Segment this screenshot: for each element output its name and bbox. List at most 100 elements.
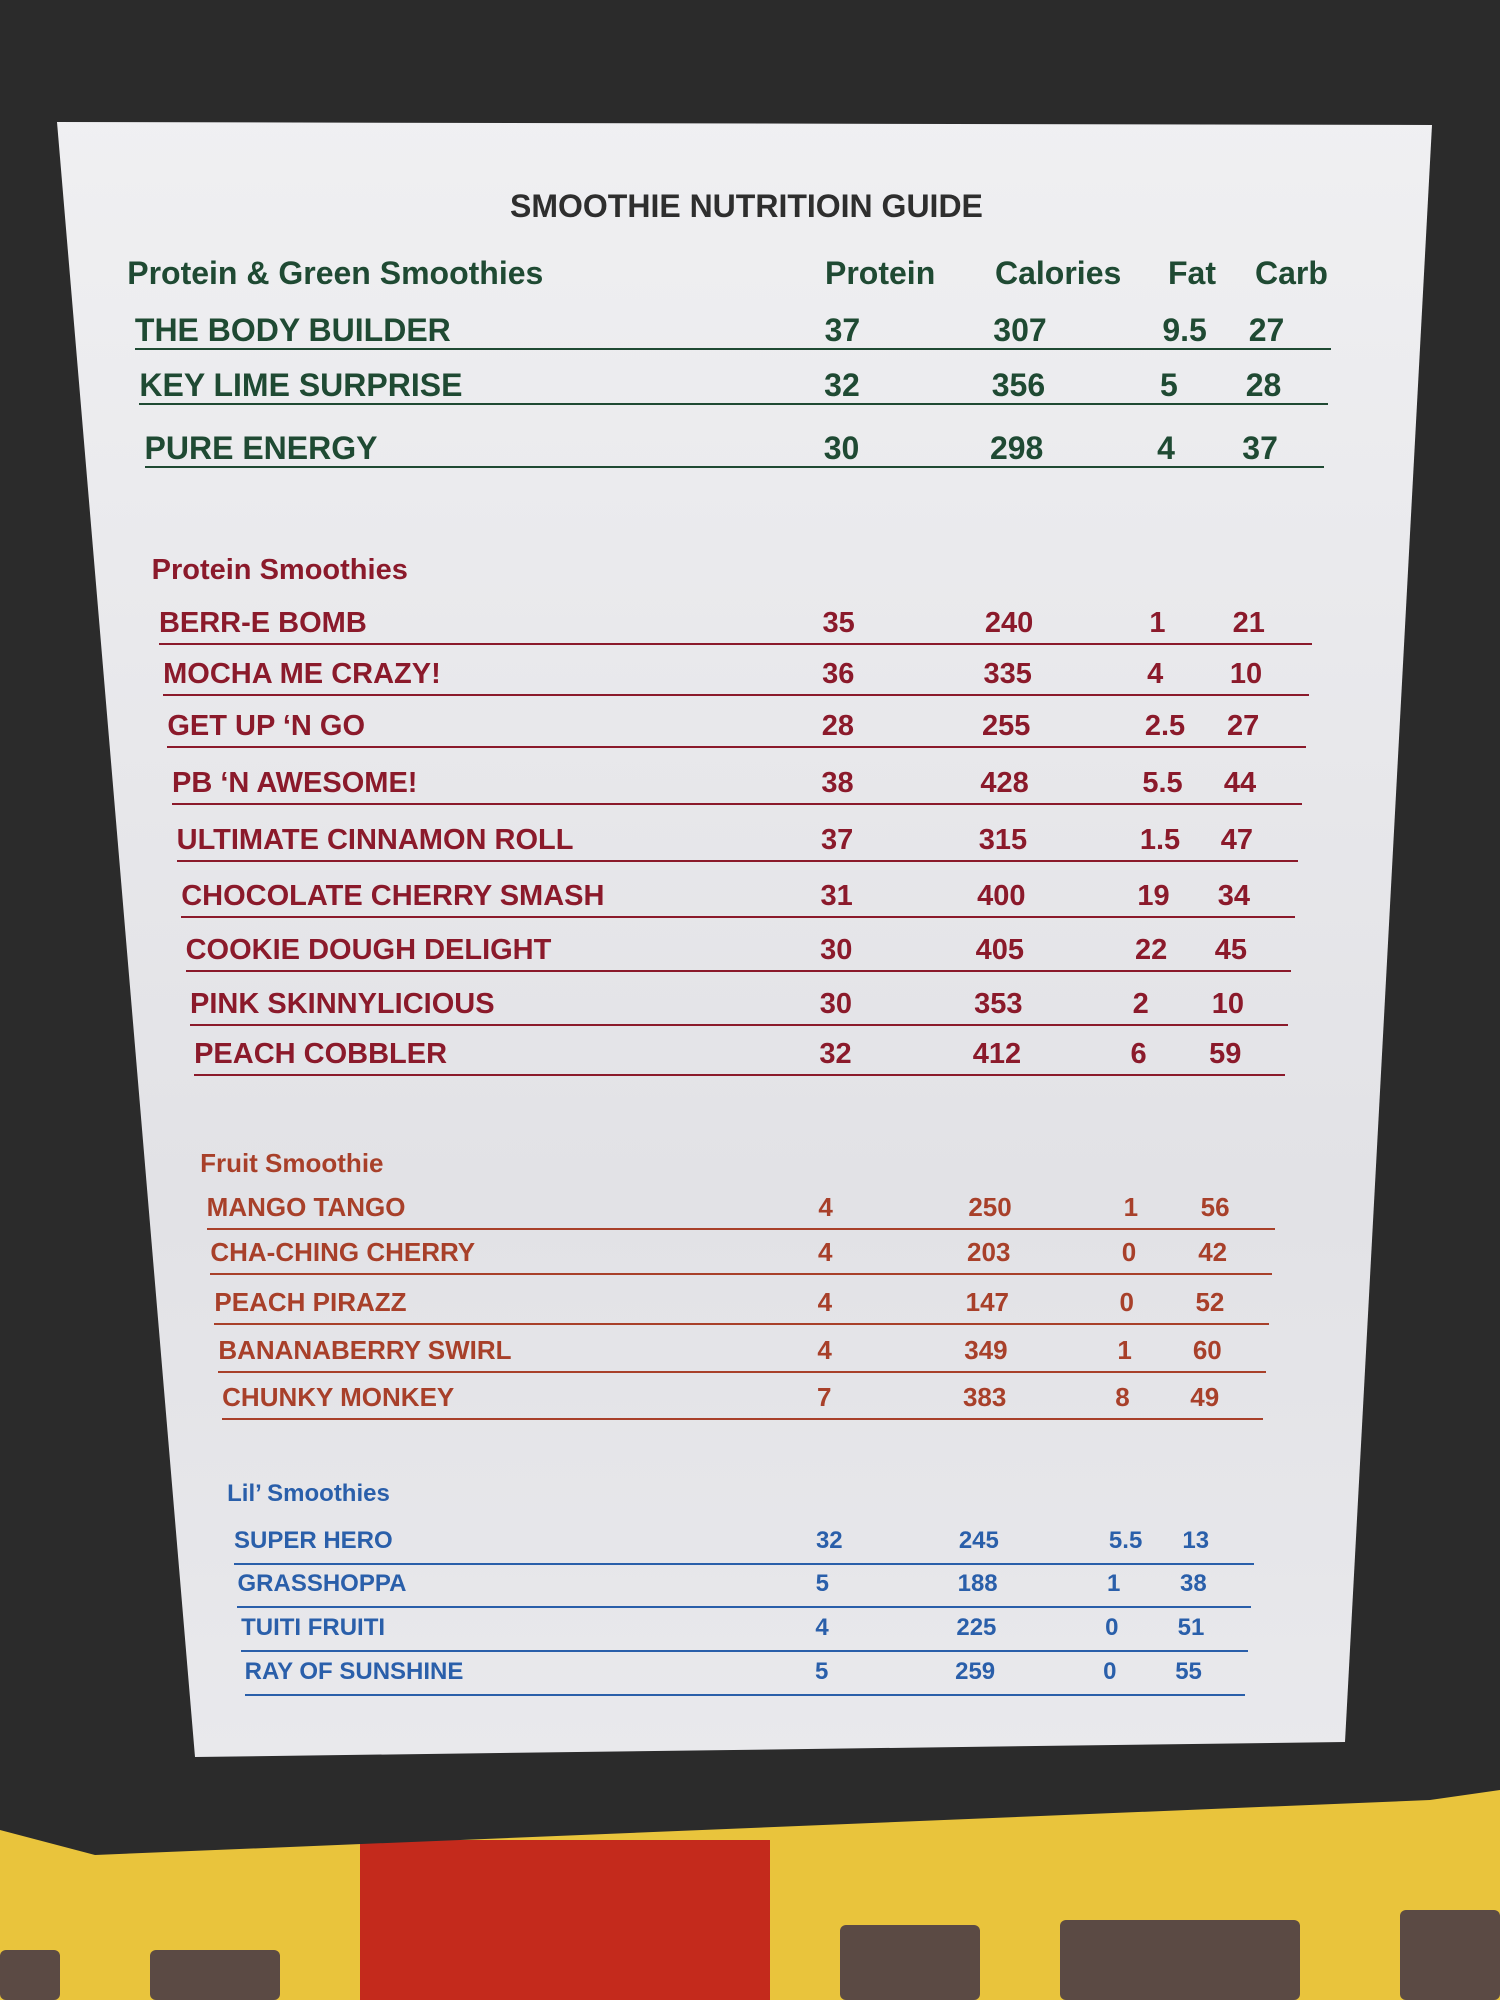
value-calories: 335 bbox=[983, 658, 1032, 690]
value-fat: 19 bbox=[1137, 880, 1170, 912]
value-protein: 4 bbox=[817, 1287, 833, 1317]
item-name: PB ‘N AWESOME! bbox=[172, 767, 418, 799]
value-calories: 353 bbox=[974, 988, 1023, 1020]
item-name: MANGO TANGO bbox=[206, 1192, 406, 1222]
value-carb: 13 bbox=[1182, 1527, 1210, 1554]
value-protein: 31 bbox=[820, 880, 853, 912]
row-underline bbox=[194, 1074, 1285, 1076]
value-fat: 5 bbox=[1159, 367, 1178, 403]
value-calories: 405 bbox=[975, 934, 1025, 966]
value-carb: 38 bbox=[1180, 1570, 1207, 1597]
item-name: PEACH PIRAZZ bbox=[214, 1287, 407, 1317]
value-calories: 428 bbox=[980, 767, 1029, 799]
item-name: CHOCOLATE CHERRY SMASH bbox=[181, 880, 605, 912]
row-underline bbox=[163, 694, 1310, 696]
value-fat: 0 bbox=[1119, 1287, 1134, 1317]
row-underline bbox=[190, 1024, 1288, 1026]
value-fat: 9.5 bbox=[1162, 312, 1207, 348]
row-underline bbox=[176, 860, 1299, 862]
value-carb: 28 bbox=[1245, 367, 1282, 403]
row-underline bbox=[222, 1418, 1263, 1420]
value-protein: 32 bbox=[824, 367, 860, 403]
value-calories: 315 bbox=[978, 824, 1028, 856]
column-header: Protein bbox=[825, 255, 936, 291]
value-carb: 10 bbox=[1211, 988, 1245, 1020]
value-fat: 1 bbox=[1149, 607, 1166, 639]
value-protein: 4 bbox=[817, 1335, 832, 1365]
value-carb: 27 bbox=[1226, 710, 1260, 742]
value-protein: 4 bbox=[818, 1237, 833, 1267]
wall-tile bbox=[1400, 1910, 1500, 2000]
value-protein: 32 bbox=[819, 1038, 852, 1070]
value-fat: 1 bbox=[1117, 1335, 1132, 1365]
item-name: BERR-E BOMB bbox=[158, 607, 367, 639]
value-calories: 356 bbox=[991, 367, 1046, 403]
value-fat: 0 bbox=[1103, 1658, 1117, 1685]
value-calories: 412 bbox=[972, 1038, 1022, 1070]
value-protein: 32 bbox=[815, 1527, 843, 1554]
item-name: CHA-CHING CHERRY bbox=[210, 1237, 476, 1267]
value-protein: 30 bbox=[823, 430, 860, 466]
value-carb: 42 bbox=[1198, 1237, 1228, 1267]
value-calories: 255 bbox=[982, 710, 1031, 742]
value-calories: 188 bbox=[957, 1570, 998, 1597]
value-calories: 400 bbox=[977, 880, 1026, 912]
item-name: PEACH COBBLER bbox=[194, 1038, 448, 1070]
value-calories: 298 bbox=[989, 430, 1044, 466]
wall-tile bbox=[1060, 1920, 1300, 2000]
value-fat: 5.5 bbox=[1142, 767, 1183, 799]
value-carb: 27 bbox=[1248, 312, 1285, 348]
item-name: CHUNKY MONKEY bbox=[222, 1382, 455, 1412]
column-header: Fat bbox=[1168, 255, 1216, 291]
value-carb: 34 bbox=[1217, 880, 1250, 912]
value-carb: 55 bbox=[1175, 1658, 1202, 1685]
row-underline bbox=[210, 1273, 1273, 1275]
value-fat: 22 bbox=[1135, 934, 1168, 966]
value-carb: 60 bbox=[1192, 1335, 1222, 1365]
value-fat: 8 bbox=[1115, 1382, 1130, 1412]
value-fat: 1 bbox=[1123, 1192, 1139, 1222]
value-carb: 56 bbox=[1200, 1192, 1230, 1222]
section-heading: Fruit Smoothie bbox=[200, 1148, 384, 1178]
value-calories: 240 bbox=[984, 607, 1034, 639]
value-protein: 30 bbox=[820, 934, 853, 966]
value-carb: 47 bbox=[1220, 824, 1254, 856]
row-underline bbox=[185, 970, 1292, 972]
value-fat: 4 bbox=[1157, 430, 1175, 466]
red-stripe bbox=[360, 1840, 770, 2000]
value-protein: 35 bbox=[822, 607, 855, 639]
item-name: RAY OF SUNSHINE bbox=[244, 1658, 464, 1685]
row-underline bbox=[172, 803, 1303, 805]
value-protein: 7 bbox=[816, 1382, 832, 1412]
value-protein: 28 bbox=[821, 710, 855, 742]
value-calories: 383 bbox=[962, 1382, 1007, 1412]
value-fat: 2.5 bbox=[1144, 710, 1186, 742]
row-underline bbox=[139, 403, 1328, 405]
wall-tile bbox=[0, 1950, 60, 2000]
value-calories: 147 bbox=[965, 1287, 1010, 1317]
row-underline bbox=[158, 643, 1313, 645]
value-carb: 21 bbox=[1232, 607, 1265, 639]
item-name: THE BODY BUILDER bbox=[134, 312, 451, 348]
value-fat: 1 bbox=[1107, 1570, 1121, 1597]
value-protein: 4 bbox=[815, 1614, 829, 1641]
item-name: ULTIMATE CINNAMON ROLL bbox=[176, 824, 574, 856]
section-heading: Lil’ Smoothies bbox=[227, 1480, 390, 1507]
item-name: PINK SKINNYLICIOUS bbox=[190, 988, 495, 1020]
row-underline bbox=[144, 466, 1324, 468]
item-name: GET UP ‘N GO bbox=[167, 710, 366, 742]
value-protein: 38 bbox=[821, 767, 854, 799]
column-header: Carb bbox=[1255, 255, 1328, 291]
wall-tile bbox=[840, 1925, 980, 2000]
row-underline bbox=[206, 1228, 1275, 1230]
value-carb: 49 bbox=[1190, 1382, 1220, 1412]
value-calories: 259 bbox=[955, 1658, 996, 1685]
item-name: BANANABERRY SWIRL bbox=[218, 1335, 512, 1365]
value-fat: 4 bbox=[1147, 658, 1164, 690]
value-fat: 5.5 bbox=[1108, 1527, 1143, 1554]
value-calories: 307 bbox=[993, 312, 1047, 348]
item-name: MOCHA ME CRAZY! bbox=[163, 658, 441, 690]
value-carb: 45 bbox=[1214, 934, 1248, 966]
item-name: KEY LIME SURPRISE bbox=[139, 367, 463, 403]
